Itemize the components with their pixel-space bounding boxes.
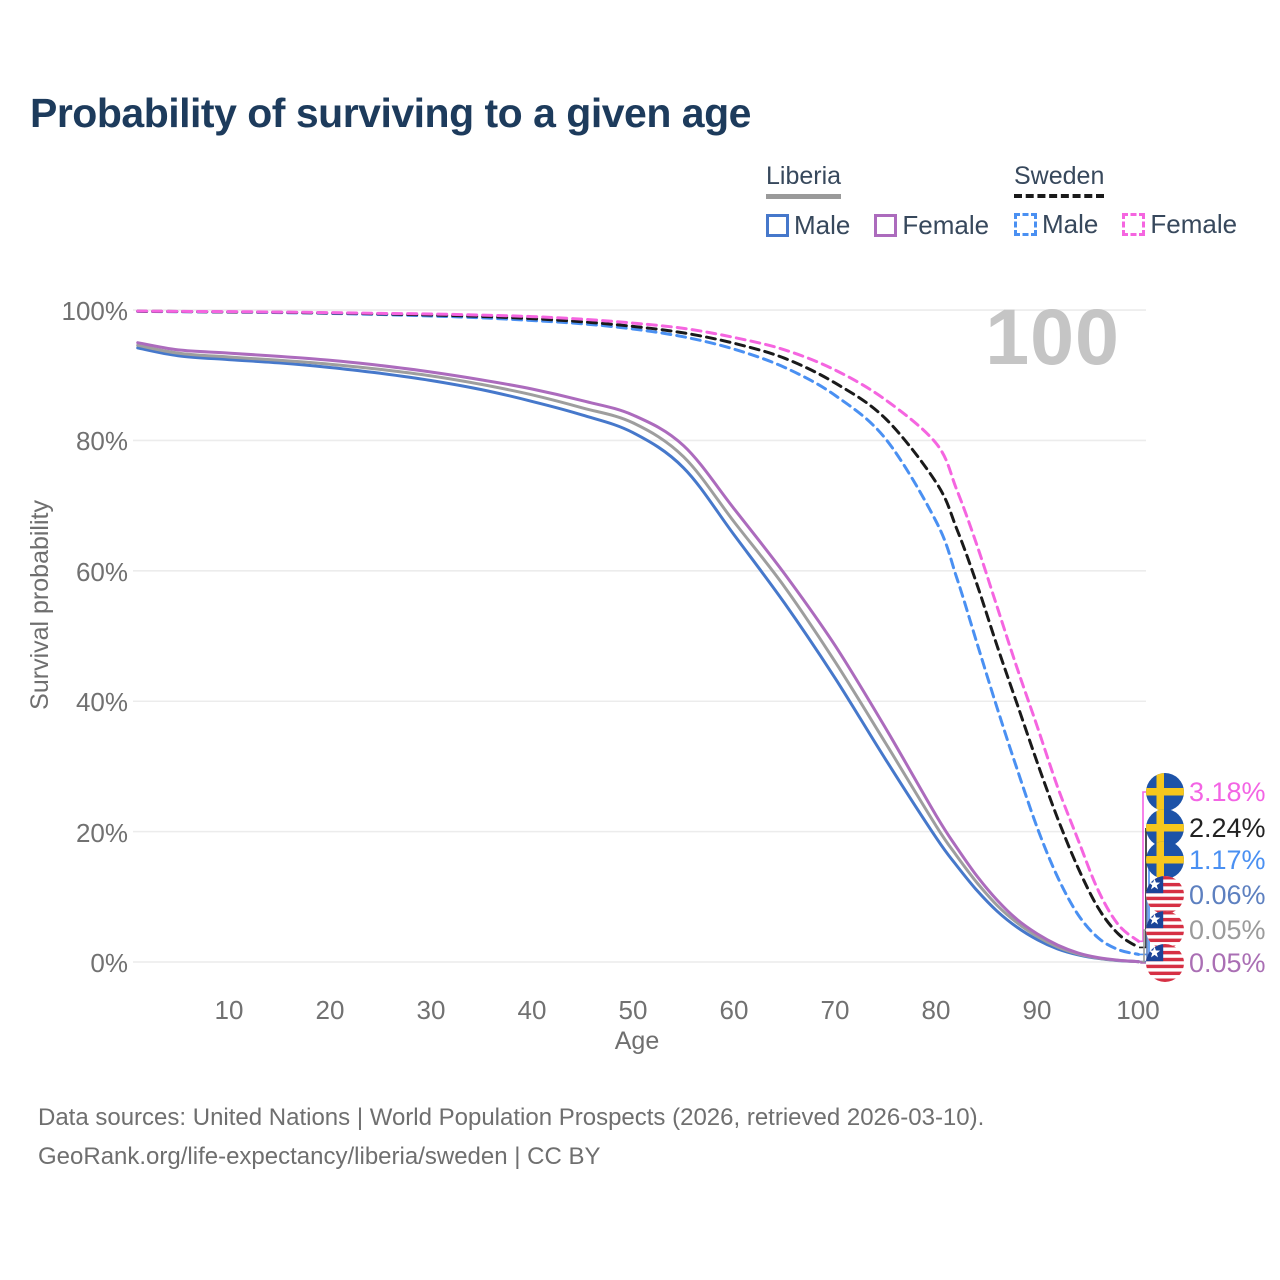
curve-liberia_female (136, 341, 1141, 964)
legend-label: Male (794, 210, 851, 240)
y-tick-label: 0% (90, 948, 128, 978)
x-axis-title: Age (614, 1027, 660, 1055)
end-value-liberia-female: 0.05% (1146, 944, 1266, 982)
legend-item-sweden-male[interactable]: Male (1014, 209, 1098, 240)
end-value-liberia-total: 0.05% (1146, 911, 1266, 949)
page-title: Probability of surviving to a given age (30, 90, 751, 136)
y-axis-title: Survival probability (26, 500, 54, 710)
x-tick-label: 60 (719, 995, 749, 1025)
x-tick-label: 100 (1116, 995, 1160, 1025)
curve-sweden_total (136, 309, 1141, 949)
curve-sweden_female (136, 309, 1141, 943)
x-tick-label: 10 (214, 995, 244, 1025)
y-tick-label: 80% (75, 426, 128, 456)
y-tick-label: 60% (75, 557, 128, 587)
liberia-flag-icon (1146, 876, 1184, 914)
x-tick-label: 50 (618, 995, 648, 1025)
legend-swatch-sweden-male (1014, 213, 1037, 236)
end-value-label: 3.18% (1189, 776, 1266, 807)
legend-label: Female (902, 210, 990, 240)
y-tick-label: 20% (75, 818, 128, 848)
attribution-link[interactable]: GeoRank.org/life-expectancy/liberia/swed… (38, 1143, 601, 1170)
curve-sweden_male (136, 309, 1141, 956)
end-value-sweden-male: 1.17% (1146, 841, 1266, 879)
sweden-flag-icon (1146, 841, 1184, 879)
sweden-flag-icon (1146, 773, 1184, 811)
legend-swatch-liberia-male (766, 214, 789, 237)
x-tick-label: 40 (517, 995, 547, 1025)
legend-swatch-sweden-female (1122, 213, 1146, 236)
end-value-label: 0.05% (1189, 947, 1266, 978)
end-value-sweden-female: 3.18% (1146, 773, 1266, 811)
y-tick-label: 100% (61, 296, 129, 326)
legend-item-liberia-female[interactable]: Female (874, 210, 989, 241)
end-value-label: 0.06% (1189, 879, 1266, 910)
curve-liberia_total (136, 343, 1141, 964)
x-tick-label: 30 (416, 995, 446, 1025)
end-value-label: 0.05% (1189, 914, 1266, 945)
legend-line-sample-sweden (1014, 194, 1105, 198)
end-value-liberia-male: 0.06% (1146, 876, 1266, 914)
x-tick-label: 90 (1022, 995, 1052, 1025)
x-tick-label: 80 (921, 995, 951, 1025)
legend-group-sweden: Sweden Male Female (1014, 162, 1237, 240)
legend-line-sample-liberia (766, 194, 842, 199)
end-value-label: 2.24% (1189, 812, 1266, 843)
x-tick-label: 70 (820, 995, 850, 1025)
legend-item-sweden-female[interactable]: Female (1122, 209, 1237, 240)
y-tick-label: 40% (75, 687, 128, 717)
legend-group-liberia: Liberia Male Female (766, 162, 989, 241)
legend-swatch-liberia-female (874, 214, 898, 237)
legend-label: Male (1042, 209, 1099, 239)
legend-country-sweden: Sweden (1014, 162, 1105, 190)
gridlines (133, 309, 1146, 963)
legend-country-liberia: Liberia (766, 162, 842, 190)
survival-curves (136, 309, 1141, 964)
legend-label: Female (1150, 209, 1238, 239)
end-value-sweden-total: 2.24% (1146, 809, 1266, 847)
age-watermark: 100 (985, 292, 1120, 381)
liberia-flag-icon (1146, 944, 1184, 982)
legend-item-liberia-male[interactable]: Male (766, 210, 850, 241)
x-tick-label: 20 (315, 995, 345, 1025)
data-sources-note: Data sources: United Nations | World Pop… (38, 1104, 985, 1131)
curve-liberia_male (136, 346, 1141, 964)
end-value-label: 1.17% (1189, 844, 1266, 875)
